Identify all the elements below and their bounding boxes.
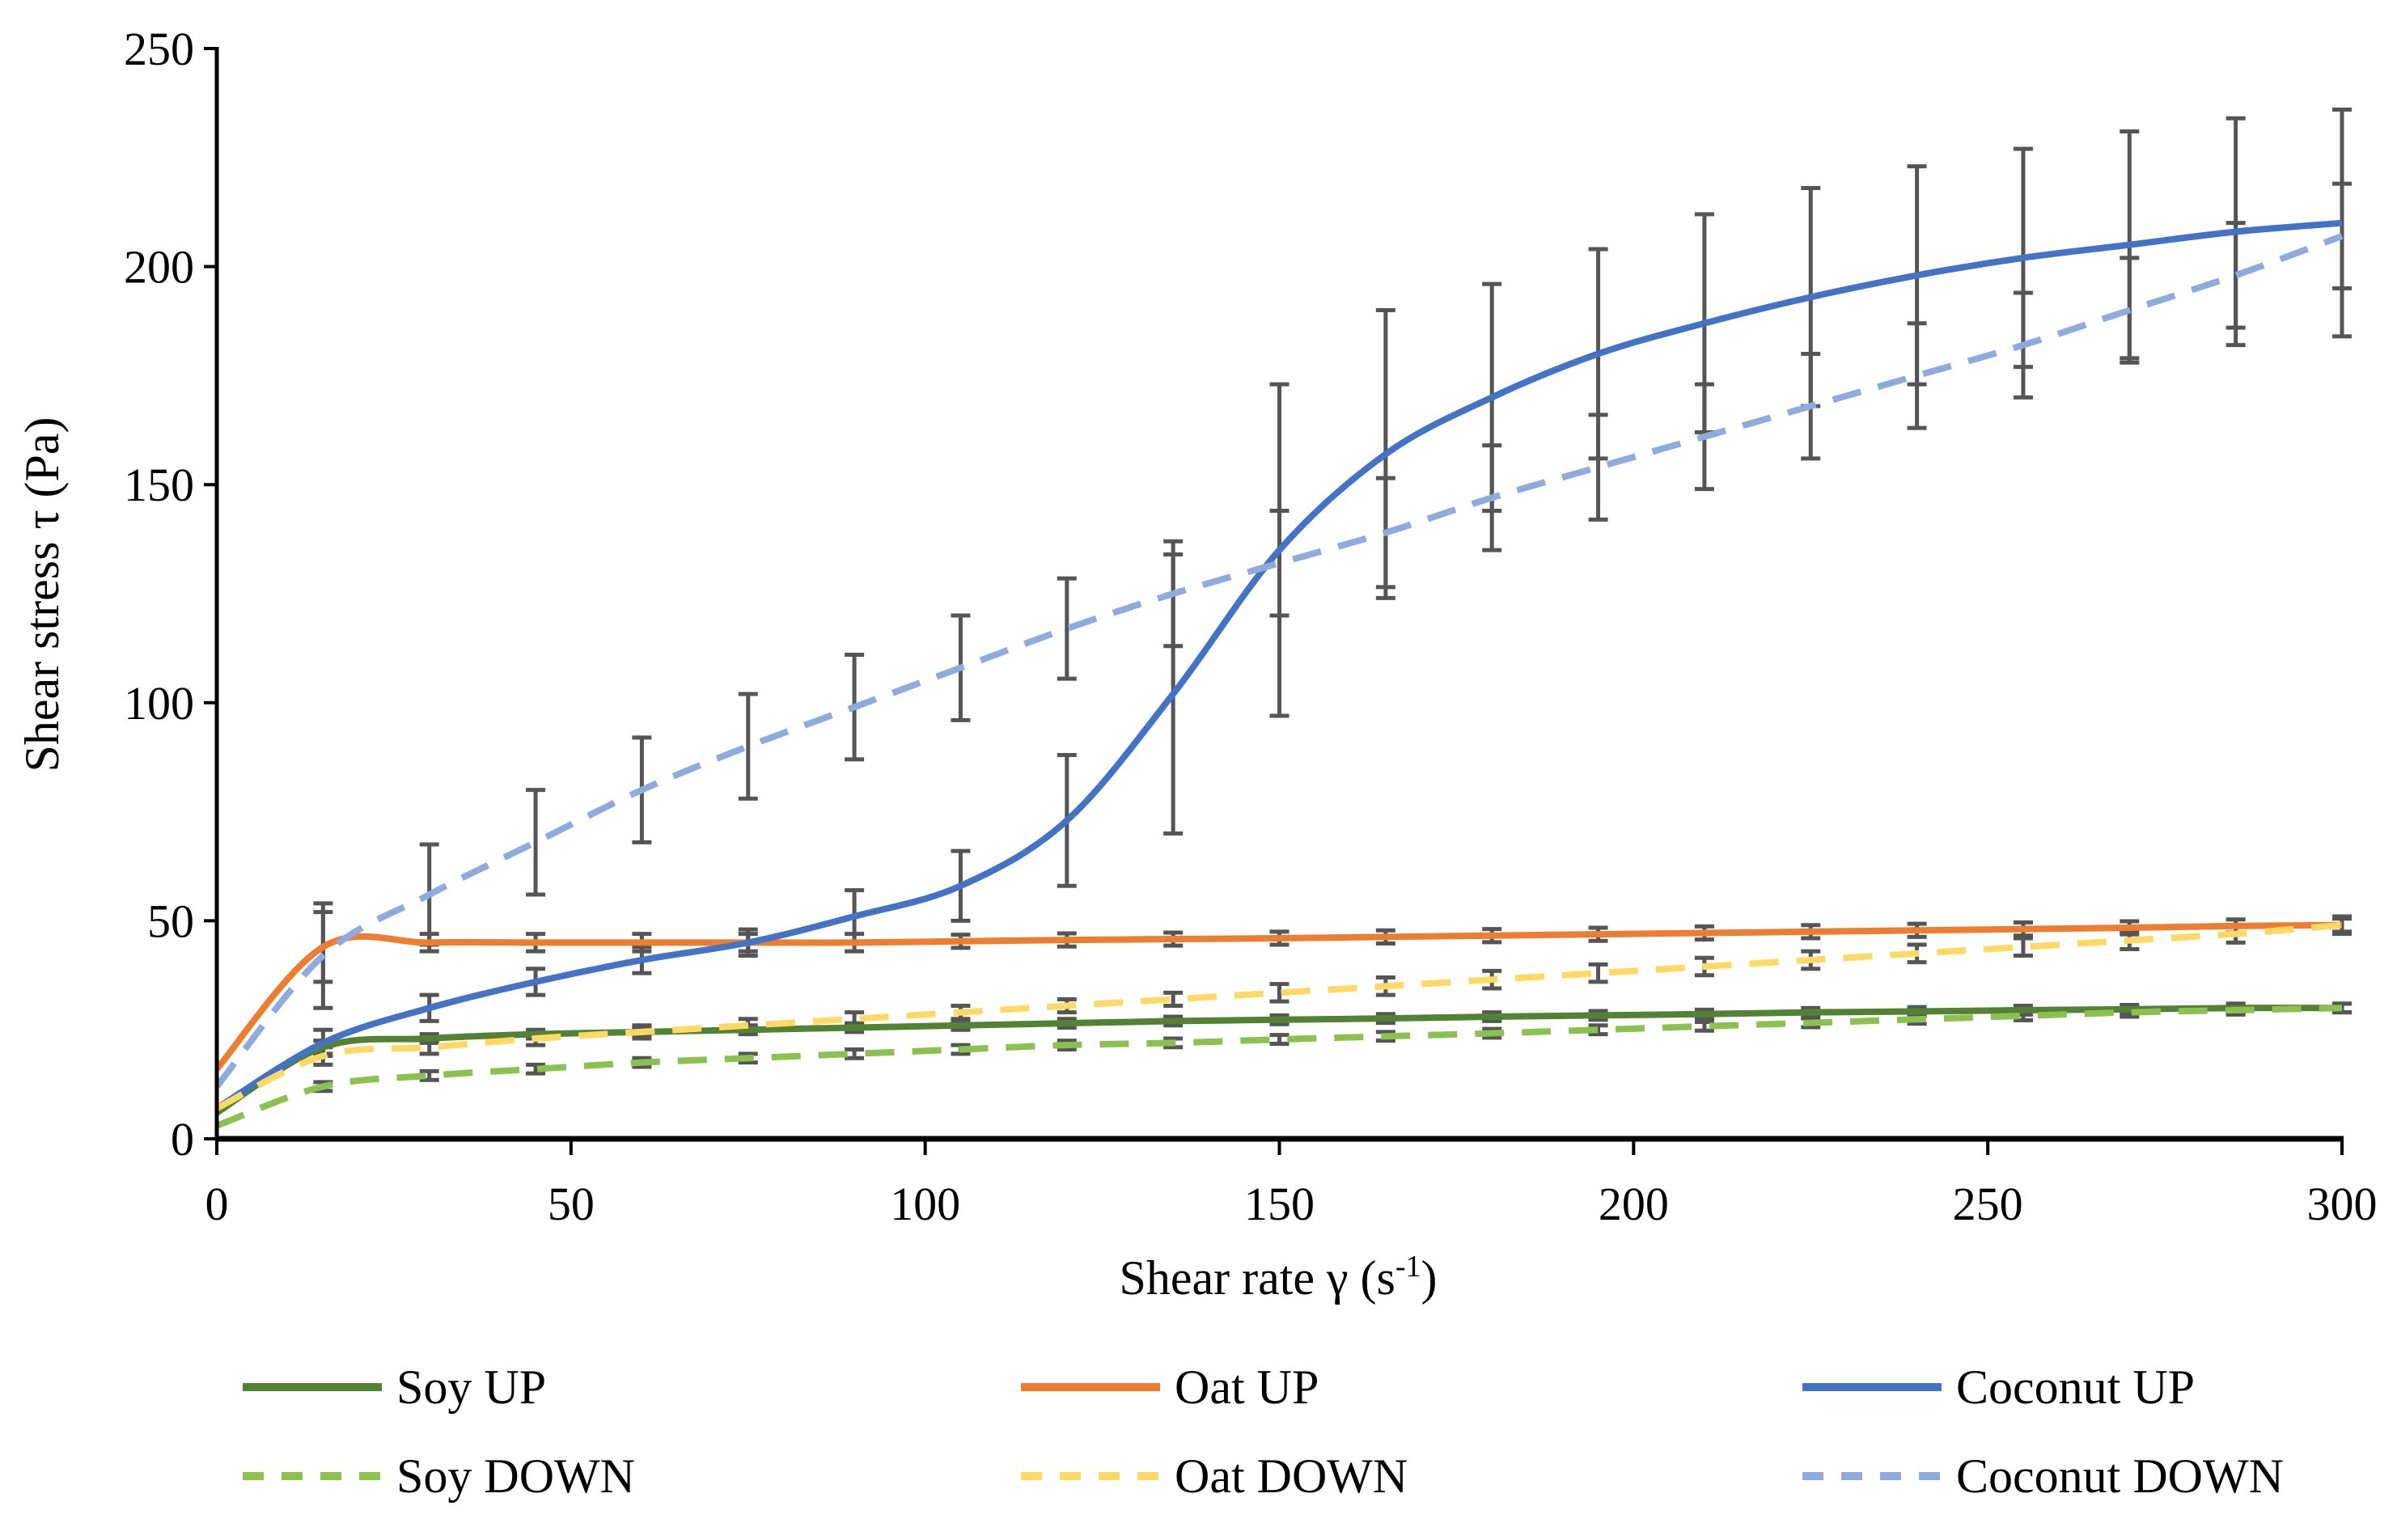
error-bar <box>1588 1023 1608 1037</box>
y-tick-label: 0 <box>171 1113 194 1166</box>
series-line-coconut-up <box>214 219 2343 1111</box>
series-line-soy-up <box>214 1005 2343 1116</box>
error-bar <box>526 788 546 897</box>
legend-item: Coconut UP <box>1802 1360 2195 1414</box>
legend-item: Oat UP <box>1021 1360 1319 1414</box>
x-tick-label: 0 <box>205 1178 229 1230</box>
y-tick-label: 250 <box>124 23 194 75</box>
legend-label: Soy DOWN <box>396 1449 635 1503</box>
legend-label: Oat UP <box>1175 1360 1319 1414</box>
error-bar <box>1269 1033 1290 1046</box>
legend-item: Oat DOWN <box>1021 1449 1408 1503</box>
x-tick-label: 100 <box>890 1178 960 1230</box>
error-bar <box>419 1039 439 1056</box>
y-tick-label: 100 <box>124 677 194 730</box>
series-line-oat-down <box>215 921 2343 1111</box>
x-tick-label: 200 <box>1599 1178 1669 1230</box>
series-line-oat-up <box>214 921 2343 1072</box>
error-bar <box>2225 221 2246 330</box>
legend-label: Coconut DOWN <box>1956 1449 2284 1503</box>
legend-item: Soy DOWN <box>243 1449 635 1503</box>
x-ticks: 0 50 100 150 200 250 300 <box>205 1139 2378 1230</box>
y-axis-label: Shear stress τ (Pa) <box>15 417 69 772</box>
x-tick-label: 50 <box>548 1178 595 1230</box>
error-bar <box>845 1047 865 1060</box>
series-lines <box>214 219 2344 1129</box>
series-line-coconut-down <box>214 233 2344 1089</box>
error-bar <box>1588 962 1608 984</box>
legend-label: Soy UP <box>396 1360 546 1414</box>
error-bar <box>738 692 758 801</box>
y-tick-label: 50 <box>147 895 194 947</box>
error-bar <box>1057 576 1077 681</box>
error-bar <box>1269 509 1290 618</box>
y-tick-label: 150 <box>124 459 194 511</box>
x-tick-label: 250 <box>1953 1178 2023 1230</box>
error-bar <box>419 1068 439 1082</box>
error-bar <box>526 1062 546 1076</box>
y-tick-label: 200 <box>124 241 194 294</box>
x-tick-label: 300 <box>2307 1178 2378 1230</box>
error-bar <box>2013 936 2033 958</box>
error-bar <box>1588 412 1608 522</box>
x-axis-label: Shear rate γ (s-1) <box>1119 1250 1437 1305</box>
legend-label: Coconut UP <box>1956 1360 2195 1414</box>
legend-label: Oat DOWN <box>1175 1449 1408 1503</box>
y-ticks: 0 50 100 150 200 250 <box>124 23 217 1166</box>
error-bar <box>1163 990 1184 1009</box>
error-bar <box>1269 982 1290 1004</box>
x-tick-label: 150 <box>1244 1178 1315 1230</box>
legend-item: Coconut DOWN <box>1802 1449 2284 1503</box>
error-bar <box>1907 321 1927 430</box>
legend-item: Soy UP <box>243 1360 546 1414</box>
error-bar <box>1694 1019 1714 1033</box>
legend: Soy UP Oat UP Coconut UP Soy DOWN Oat DOWN Co… <box>243 1360 2284 1503</box>
